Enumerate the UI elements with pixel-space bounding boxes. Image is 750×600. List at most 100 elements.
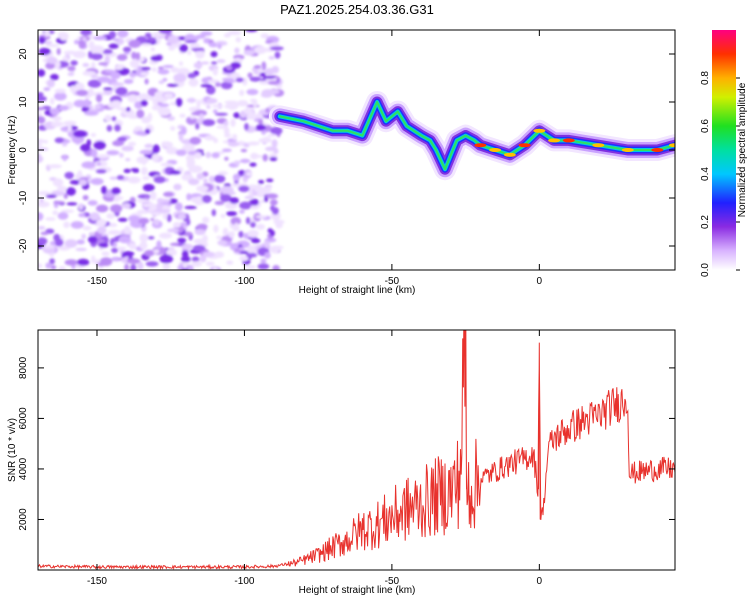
noise-blob bbox=[87, 88, 94, 97]
noise-blob bbox=[243, 232, 249, 239]
noise-blob bbox=[177, 213, 186, 220]
noise-blob bbox=[106, 125, 113, 132]
noise-blob bbox=[177, 67, 190, 76]
noise-blob bbox=[163, 141, 174, 148]
noise-blob bbox=[109, 176, 118, 180]
noise-blob bbox=[44, 40, 53, 45]
noise-blob bbox=[151, 105, 162, 111]
noise-blob bbox=[77, 170, 83, 177]
noise-blob bbox=[202, 234, 208, 243]
noise-blob bbox=[114, 124, 121, 132]
noise-blob bbox=[62, 139, 71, 144]
noise-blob bbox=[192, 244, 206, 252]
noise-blob bbox=[70, 60, 78, 66]
noise-blob bbox=[233, 112, 240, 119]
noise-blob bbox=[38, 153, 42, 163]
noise-blob bbox=[128, 141, 137, 147]
noise-blob bbox=[186, 98, 197, 103]
noise-blob bbox=[226, 260, 234, 265]
noise-blob bbox=[259, 199, 266, 203]
noise-blob bbox=[91, 148, 98, 158]
noise-blob bbox=[206, 98, 218, 104]
noise-blob bbox=[235, 36, 241, 43]
noise-blob bbox=[46, 79, 56, 88]
noise-blob bbox=[84, 110, 99, 116]
x-tick-label: -150 bbox=[87, 276, 107, 287]
noise-blob bbox=[108, 30, 116, 39]
noise-blob bbox=[38, 47, 51, 56]
noise-blob bbox=[93, 140, 106, 150]
noise-blob bbox=[238, 230, 244, 238]
noise-blob bbox=[254, 46, 267, 54]
noise-blob bbox=[269, 199, 278, 206]
noise-blob bbox=[81, 161, 96, 169]
noise-blob bbox=[211, 152, 220, 159]
snr-series-line bbox=[38, 330, 675, 570]
noise-blob bbox=[136, 109, 145, 119]
noise-blob bbox=[153, 176, 166, 184]
noise-blob bbox=[63, 50, 77, 55]
snr-xlabel: Height of straight line (km) bbox=[299, 585, 416, 596]
noise-blob bbox=[38, 116, 46, 124]
x-tick-label: 0 bbox=[537, 576, 543, 587]
noise-blob bbox=[141, 43, 152, 47]
noise-blob bbox=[180, 255, 191, 263]
noise-blob bbox=[272, 265, 280, 270]
noise-blob bbox=[245, 252, 258, 258]
ridge-point bbox=[621, 148, 634, 152]
noise-blob bbox=[222, 227, 229, 236]
ridge-point bbox=[533, 128, 546, 133]
noise-blob bbox=[139, 233, 149, 243]
noise-blob bbox=[195, 122, 200, 130]
noise-blob bbox=[200, 84, 213, 88]
y-tick-label: 8000 bbox=[18, 356, 29, 379]
noise-blob bbox=[129, 72, 137, 77]
noise-blob bbox=[202, 216, 210, 224]
noise-blob bbox=[264, 240, 270, 249]
noise-blob bbox=[40, 231, 50, 236]
colorbar-gradient bbox=[712, 30, 736, 270]
noise-blob bbox=[98, 242, 109, 248]
noise-blob bbox=[258, 119, 263, 126]
noise-blob bbox=[239, 255, 249, 262]
noise-blob bbox=[48, 164, 62, 169]
noise-blob bbox=[244, 195, 254, 200]
noise-blob bbox=[127, 176, 141, 184]
noise-blob bbox=[59, 32, 69, 41]
noise-blob bbox=[64, 239, 78, 248]
noise-blob bbox=[213, 137, 219, 144]
noise-blob bbox=[218, 171, 228, 176]
noise-blob bbox=[269, 46, 284, 51]
noise-blob bbox=[216, 59, 226, 63]
x-tick-label: 0 bbox=[537, 276, 543, 287]
noise-blob bbox=[223, 120, 229, 127]
noise-blob bbox=[234, 47, 240, 54]
noise-blob bbox=[125, 107, 131, 112]
noise-blob bbox=[57, 105, 70, 111]
noise-blob bbox=[111, 256, 122, 262]
noise-blob bbox=[135, 130, 146, 136]
noise-blob bbox=[38, 69, 46, 77]
spectrogram-marks bbox=[38, 30, 675, 270]
noise-blob bbox=[177, 81, 185, 86]
noise-blob bbox=[96, 154, 111, 159]
noise-blob bbox=[112, 140, 124, 147]
noise-blob bbox=[38, 201, 50, 208]
noise-blob bbox=[122, 202, 131, 209]
noise-blob bbox=[188, 178, 200, 186]
noise-blob bbox=[212, 267, 218, 270]
chart-title: PAZ1.2025.254.03.36.G31 bbox=[280, 2, 434, 17]
noise-blob bbox=[99, 257, 113, 266]
noise-blob bbox=[73, 130, 87, 138]
noise-blob bbox=[87, 235, 98, 244]
noise-blob bbox=[45, 62, 55, 70]
noise-blob bbox=[90, 178, 104, 185]
noise-blob bbox=[118, 235, 131, 244]
noise-blob bbox=[156, 198, 165, 204]
noise-blob bbox=[200, 31, 213, 36]
spectrogram-ylabel: Frequency (Hz) bbox=[7, 116, 18, 185]
noise-blob bbox=[181, 250, 189, 258]
noise-blob bbox=[142, 183, 155, 192]
